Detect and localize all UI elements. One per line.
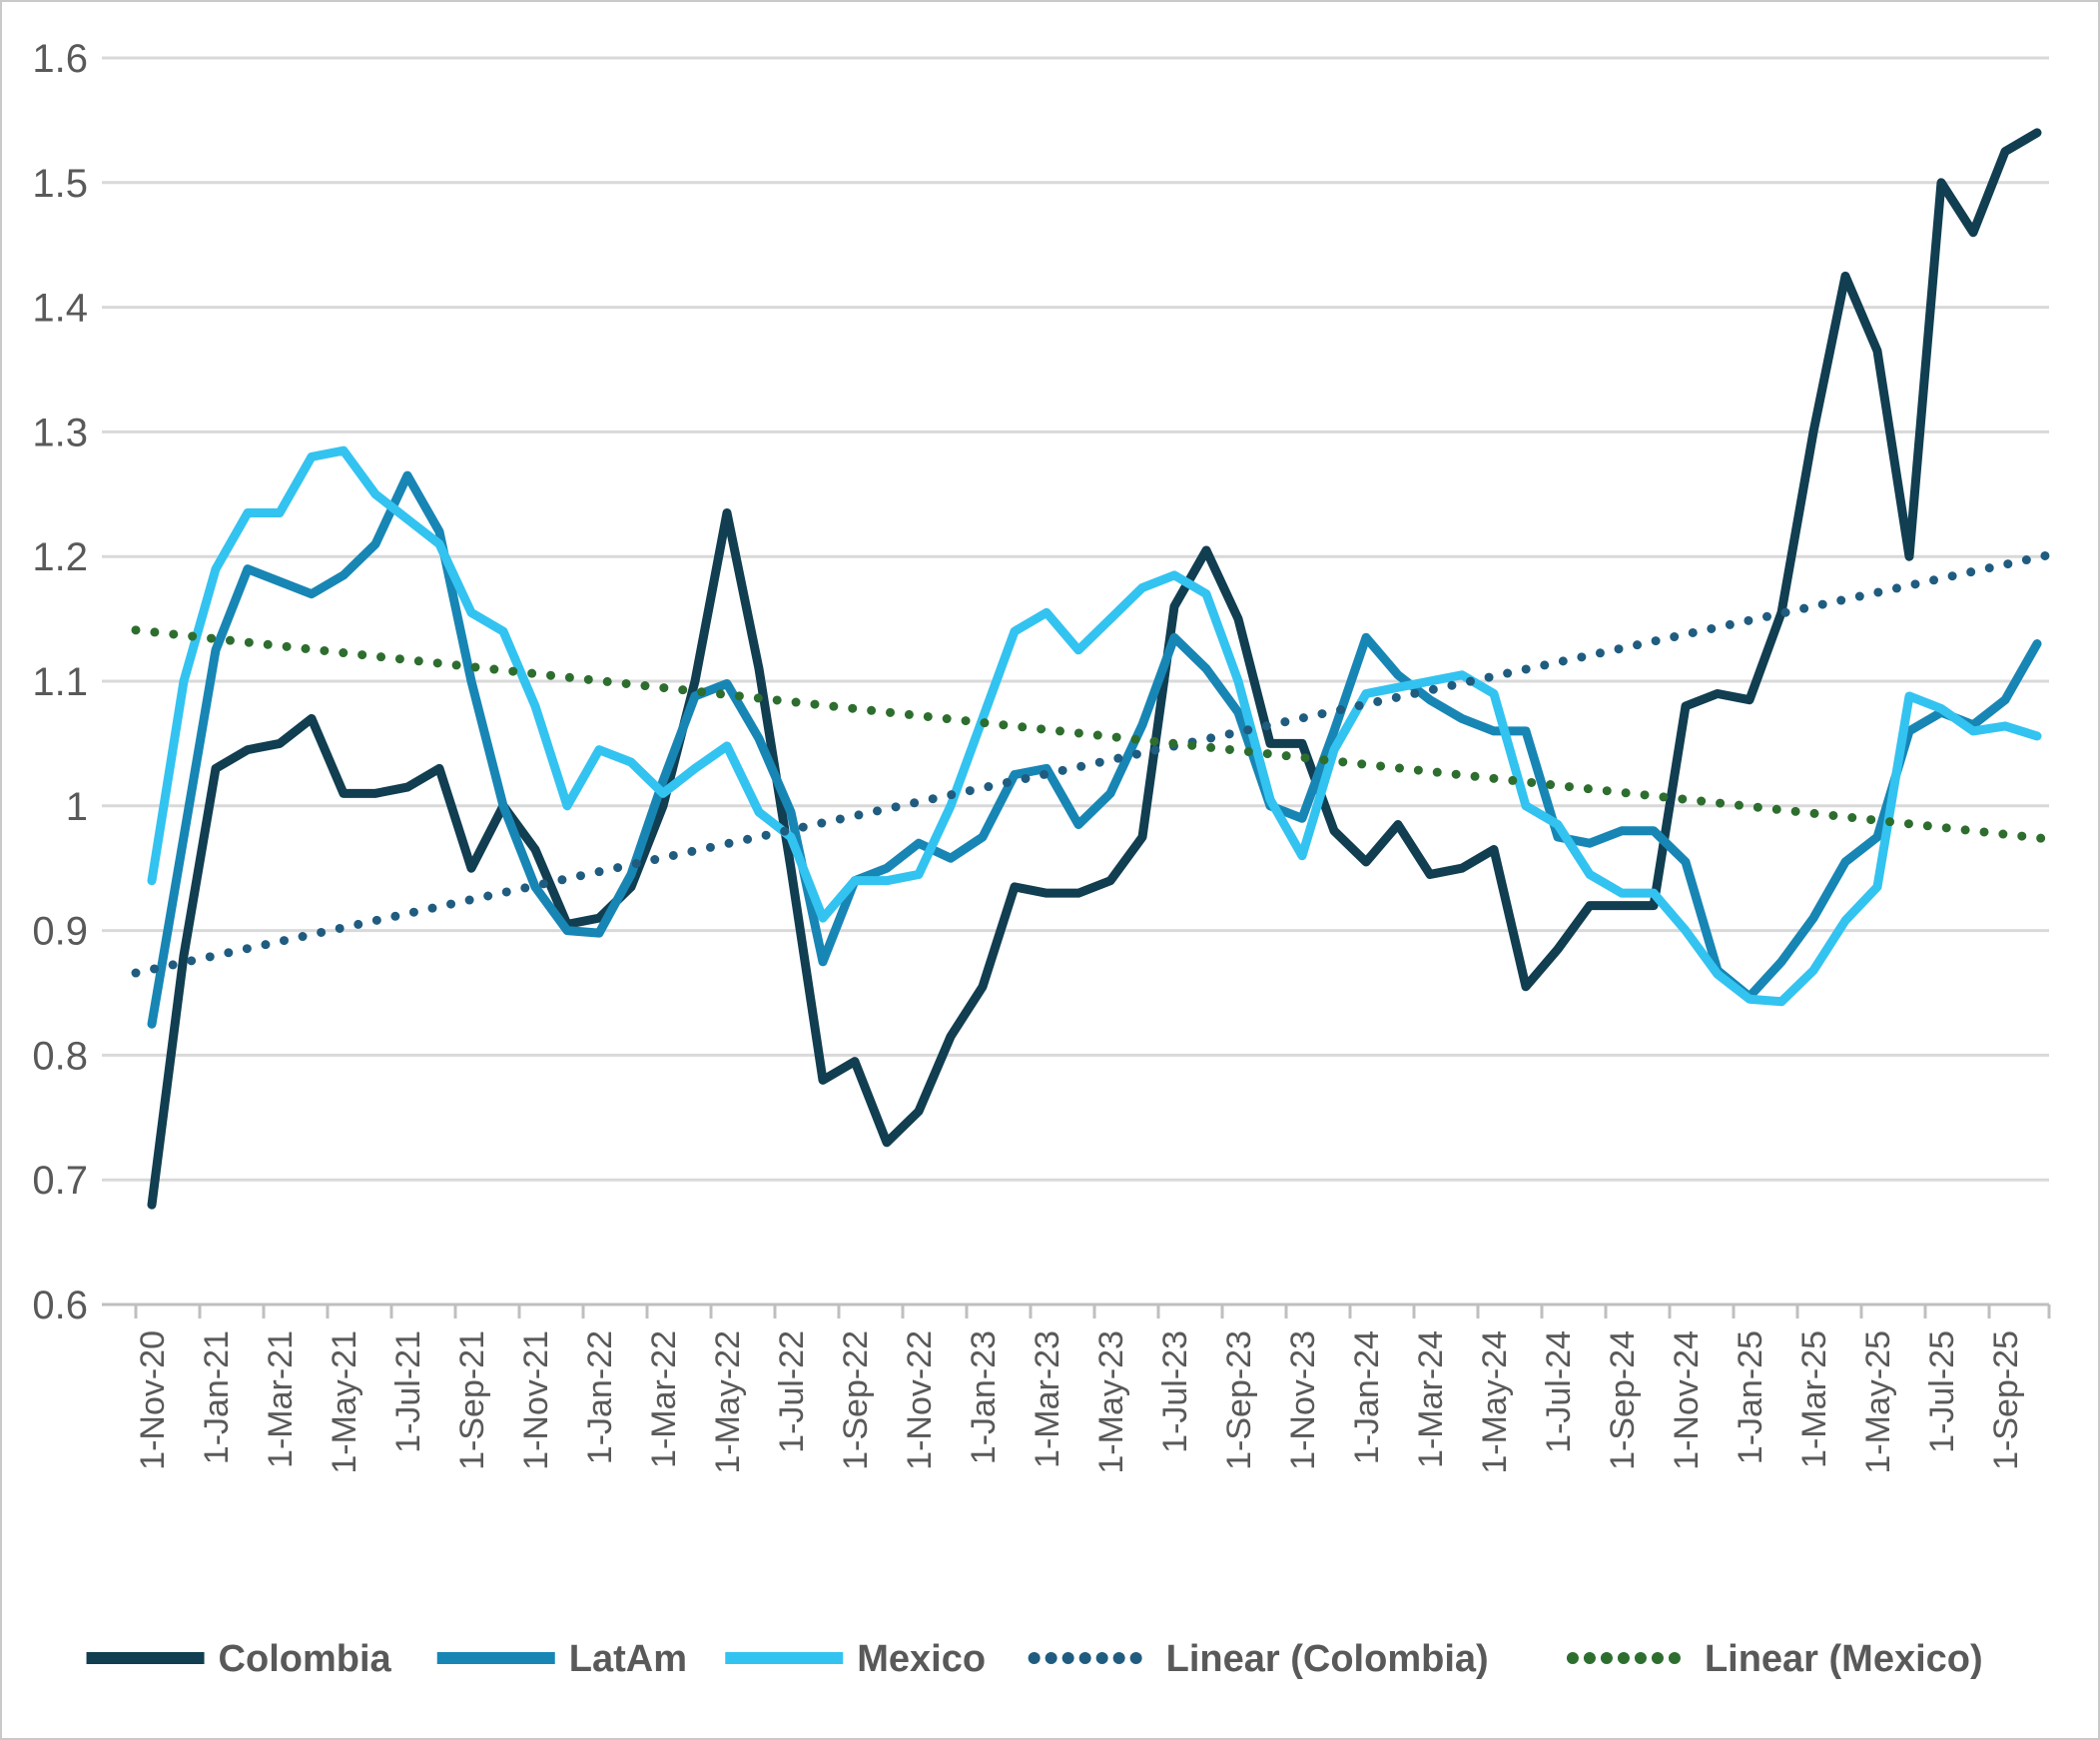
legend-item-linear-mexico: Linear (Mexico)	[1566, 1638, 1983, 1680]
x-tick-label: 1-Sep-22	[837, 1330, 875, 1470]
y-tick-label: 0.6	[32, 1284, 88, 1327]
series-line-colombia	[147, 128, 2042, 1210]
legend-item-mexico: Mexico	[725, 1638, 986, 1680]
x-tick-label: 1-Mar-24	[1412, 1330, 1450, 1468]
x-axis-labels: 1-Nov-20 1-Jan-21 1-Mar-21 1-May-21 1-Jul-21…	[134, 1330, 2025, 1474]
trendline-linear-mexico	[131, 625, 2058, 844]
y-tick-label: 1.2	[32, 535, 88, 579]
y-tick-label: 1	[66, 785, 88, 829]
x-tick-label: 1-Mar-25	[1795, 1330, 1833, 1468]
legend-item-linear-colombia: Linear (Colombia)	[1028, 1638, 1489, 1680]
x-tick-label: 1-Sep-24	[1604, 1330, 1642, 1470]
x-tick-label: 1-May-25	[1859, 1330, 1897, 1474]
legend-label-latam: LatAm	[569, 1638, 687, 1680]
x-tick-label: 1-Jan-25	[1732, 1330, 1769, 1464]
legend-label-mexico: Mexico	[857, 1638, 986, 1680]
y-tick-label: 0.7	[32, 1159, 88, 1203]
y-tick-label: 0.9	[32, 910, 88, 954]
x-tick-label: 1-May-21	[326, 1330, 363, 1474]
x-tick-label: 1-May-22	[709, 1330, 747, 1474]
y-tick-label: 1.6	[32, 37, 88, 81]
legend-label-linear-mexico: Linear (Mexico)	[1705, 1638, 1983, 1680]
x-tick-label: 1-Jul-23	[1156, 1330, 1194, 1453]
legend-label-colombia: Colombia	[219, 1638, 392, 1680]
x-tick-label: 1-Nov-22	[901, 1330, 939, 1470]
x-tick-label: 1-Mar-21	[262, 1330, 300, 1468]
trendline-linear-colombia	[131, 549, 2058, 978]
legend-item-colombia: Colombia	[86, 1638, 392, 1680]
x-axis-ticks	[134, 1305, 2051, 1318]
x-tick-label: 1-Nov-21	[517, 1330, 555, 1470]
x-tick-label: 1-Nov-20	[134, 1330, 172, 1470]
x-tick-label: 1-Jan-22	[581, 1330, 619, 1464]
y-tick-label: 0.8	[32, 1034, 88, 1078]
x-tick-label: 1-Sep-21	[453, 1330, 491, 1470]
x-tick-label: 1-May-24	[1476, 1330, 1514, 1474]
x-tick-label: 1-Nov-23	[1284, 1330, 1322, 1470]
x-tick-label: 1-Jul-25	[1923, 1330, 1961, 1453]
x-tick-label: 1-Jul-22	[773, 1330, 811, 1453]
series-line-mexico	[147, 445, 2042, 1007]
y-tick-label: 1.4	[32, 287, 88, 331]
gridlines	[102, 56, 2049, 1306]
x-tick-label: 1-Nov-24	[1668, 1330, 1706, 1470]
x-tick-label: 1-Jul-21	[389, 1330, 427, 1453]
x-tick-label: 1-May-23	[1092, 1330, 1130, 1474]
y-tick-label: 1.5	[32, 162, 88, 206]
x-tick-label: 1-Jan-21	[198, 1330, 236, 1464]
x-tick-label: 1-Mar-23	[1029, 1330, 1066, 1468]
x-tick-label: 1-Jan-23	[965, 1330, 1003, 1464]
x-tick-label: 1-Jul-24	[1540, 1330, 1578, 1453]
legend-item-latam: LatAm	[436, 1638, 687, 1680]
x-tick-label: 1-Sep-25	[1987, 1330, 2025, 1470]
y-tick-label: 1.3	[32, 411, 88, 454]
y-tick-label: 1.1	[32, 660, 88, 704]
x-tick-label: 1-Sep-23	[1220, 1330, 1258, 1470]
y-axis-labels: 1.6 1.5 1.4 1.3 1.2 1.1 1 0.9 0.8 0.7 0.6	[32, 37, 88, 1327]
legend: Colombia LatAm Mexico Linear (Colombia) Line…	[86, 1638, 1983, 1680]
x-tick-label: 1-Mar-22	[645, 1330, 683, 1468]
legend-label-linear-colombia: Linear (Colombia)	[1166, 1638, 1489, 1680]
x-tick-label: 1-Jan-24	[1348, 1330, 1386, 1464]
